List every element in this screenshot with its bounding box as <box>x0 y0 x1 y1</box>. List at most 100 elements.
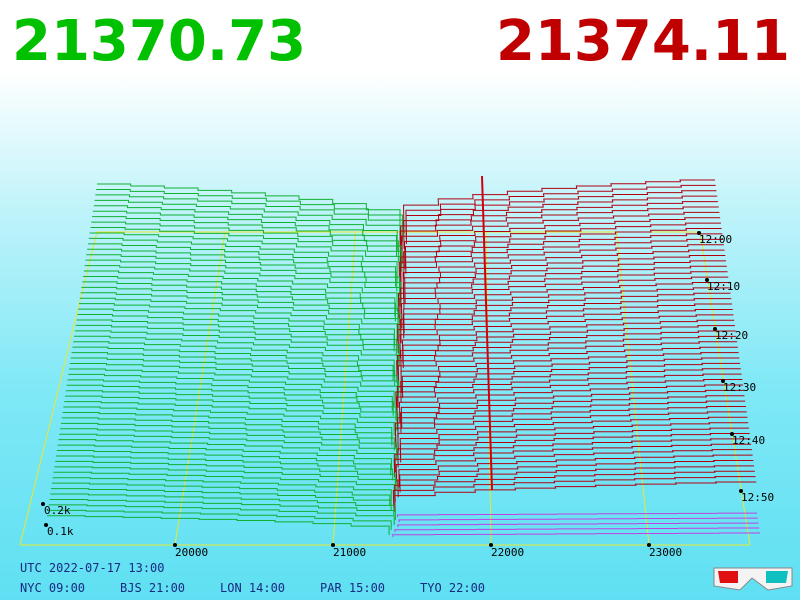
grid-line <box>616 231 650 546</box>
ask-depth-line <box>397 271 728 319</box>
clock: PAR 15:00 <box>320 581 385 595</box>
ask-depth-line <box>396 512 758 518</box>
bid-depth-line <box>55 460 396 486</box>
bid-price: 21370.73 <box>12 9 306 74</box>
ask-depth-line <box>399 206 719 259</box>
bid-depth-line <box>94 199 401 247</box>
utc-time: UTC 2022-07-17 13:00 <box>20 561 165 575</box>
ask-depth-line <box>404 217 721 269</box>
bid-depth-line <box>87 243 397 287</box>
ask-depth-line <box>397 335 737 379</box>
bid-depth-line <box>51 482 391 506</box>
bid-depth-line <box>69 362 400 396</box>
ask-depth-line <box>400 352 739 393</box>
ask-depth-line <box>403 179 715 235</box>
ask-depth-line <box>401 281 730 329</box>
axis-labels: 20000 21000 22000 23000 0.2k 0.1k 12:00 12:10 12… <box>41 231 774 559</box>
bid-depth-line <box>78 303 398 342</box>
bid-depth-line <box>80 292 401 332</box>
ask-depth-line <box>405 190 717 244</box>
ask-depth-line <box>398 238 724 289</box>
ask-depth-line <box>403 228 722 279</box>
bid-depth-line <box>59 433 398 461</box>
ask-depth-line <box>397 522 759 528</box>
bid-depth-line <box>83 275 396 317</box>
ask-depth-line <box>394 406 746 443</box>
ask-depth-line <box>403 195 718 249</box>
tick-dot <box>713 327 717 331</box>
bid-depth-line <box>50 493 395 516</box>
ask-depth-line <box>396 341 738 384</box>
bid-depth-line <box>84 265 401 307</box>
ask-depth-line <box>405 184 716 239</box>
bid-depth-line <box>66 384 394 416</box>
ask-depth-line <box>397 400 746 438</box>
depth-label: 0.1k <box>47 525 74 538</box>
ask-depth-line <box>404 222 721 274</box>
ask-depth-line <box>394 438 751 473</box>
ask-depth-line <box>397 303 732 349</box>
tick-dot <box>730 432 734 436</box>
bid-depth-line <box>85 259 402 302</box>
bid-depth-line <box>64 401 398 431</box>
clock: LON 14:00 <box>220 581 285 595</box>
ask-depth-line <box>402 292 731 339</box>
bid-depth-line <box>90 227 403 272</box>
ask-price: 21374.11 <box>496 9 790 74</box>
ask-depth-line <box>392 476 756 508</box>
tick-dot <box>697 231 701 235</box>
ask-depth-line <box>400 395 745 433</box>
bid-depth-line <box>96 188 403 237</box>
ask-depth-line <box>395 449 752 483</box>
bid-depth-line <box>69 368 398 401</box>
grid-line <box>332 231 357 546</box>
ask-depth-line <box>392 532 760 538</box>
bid-depth-line <box>52 477 392 501</box>
ask-depth-line <box>399 244 724 294</box>
ask-depth-line <box>403 260 727 309</box>
bid-depth-line <box>47 515 390 535</box>
bid-depth-line <box>83 270 398 312</box>
grid-line <box>174 231 226 546</box>
time-label: 12:50 <box>741 491 774 504</box>
ask-depth-line <box>400 265 727 314</box>
bid-depth-line <box>65 390 397 421</box>
bid-depth-line <box>75 324 400 362</box>
ask-depth-line <box>397 368 741 408</box>
bid-depth-line <box>73 341 395 377</box>
ask-depth-line <box>398 517 758 523</box>
bid-depth-line <box>72 346 394 382</box>
price-label: 22000 <box>491 546 524 559</box>
ask-depth-line <box>399 459 754 493</box>
ask-depth-line <box>397 465 755 498</box>
ask-depth-line <box>398 276 729 324</box>
depth-plot <box>19 175 760 546</box>
bid-depth-line <box>56 455 394 481</box>
ask-depth-line <box>404 255 726 304</box>
bid-depth-line <box>67 379 393 411</box>
bid-depth-line <box>93 205 398 252</box>
ask-depth-line <box>395 373 742 413</box>
ask-depth-line <box>397 432 750 468</box>
bid-depth-line <box>61 417 393 446</box>
ask-depth-line <box>394 527 760 533</box>
ask-depth-line <box>402 249 725 299</box>
depth-label: 0.2k <box>44 504 71 517</box>
glasses-icon <box>713 567 793 591</box>
bid-depth-line <box>70 357 398 391</box>
ask-depth-line <box>400 298 732 344</box>
ask-depth-line <box>397 308 733 354</box>
ask-depth-line <box>393 443 752 478</box>
bid-depth-line <box>87 248 398 292</box>
time-label: 12:10 <box>707 280 740 293</box>
bid-depth-line <box>65 395 399 426</box>
tick-dot <box>739 489 743 493</box>
bid-depth-line <box>92 216 399 262</box>
ask-depth-line <box>398 454 753 488</box>
ask-depth-line <box>400 201 718 254</box>
bid-depth-line <box>92 210 397 257</box>
bid-depth-line <box>81 286 399 327</box>
bid-depth-line <box>68 373 395 406</box>
ask-depth-line <box>401 211 720 264</box>
